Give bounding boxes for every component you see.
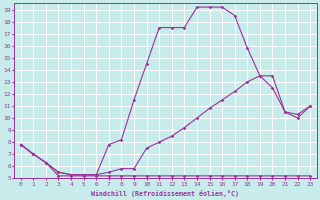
X-axis label: Windchill (Refroidissement éolien,°C): Windchill (Refroidissement éolien,°C) (92, 190, 239, 197)
